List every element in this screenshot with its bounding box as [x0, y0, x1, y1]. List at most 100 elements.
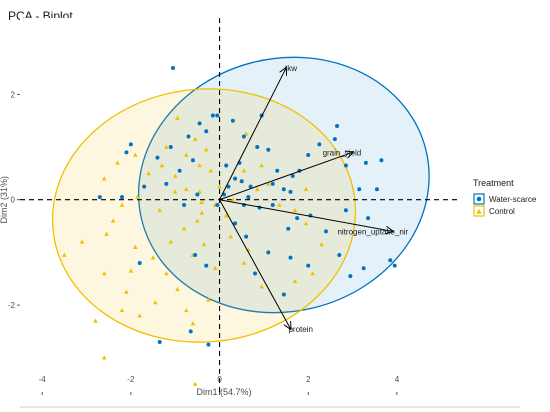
legend-marker-water-scarce [476, 196, 482, 202]
point-water-scarce [270, 203, 275, 207]
point-water-scarce [210, 113, 215, 118]
point-control [195, 218, 200, 223]
point-water-scarce [119, 195, 124, 200]
point-water-scarce [374, 187, 379, 192]
point-water-scarce [97, 195, 102, 200]
point-water-scarce [363, 160, 368, 165]
point-water-scarce [155, 155, 160, 160]
point-water-scarce [270, 181, 275, 186]
point-water-scarce [306, 152, 311, 157]
point-control [203, 147, 209, 152]
ellipse-water-scarce [137, 56, 430, 314]
legend-items: Water-scarce Control [473, 193, 537, 217]
point-control [157, 207, 162, 213]
data-points [62, 66, 397, 386]
point-control [259, 163, 264, 168]
arrow-protein [219, 199, 291, 329]
point-control [241, 168, 247, 173]
point-water-scarce [215, 113, 220, 118]
point-water-scarce [317, 142, 322, 147]
point-water-scarce [266, 250, 271, 255]
point-control [175, 115, 180, 120]
point-water-scarce [186, 134, 191, 139]
x-tick-label: -2 [127, 375, 135, 384]
point-water-scarce [137, 260, 142, 265]
point-water-scarce [188, 329, 193, 334]
point-water-scarce [306, 263, 311, 268]
point-control [201, 242, 207, 247]
point-water-scarce [388, 258, 393, 263]
point-control [223, 213, 229, 218]
point-water-scarce [275, 168, 280, 173]
point-control [243, 131, 249, 136]
x-tick-label: 2 [306, 375, 311, 384]
point-water-scarce [197, 121, 202, 126]
point-control [277, 202, 282, 207]
point-control [192, 381, 198, 386]
variable-label-tkw: tkw [285, 64, 297, 73]
point-control [62, 252, 67, 257]
point-water-scarce [323, 229, 328, 234]
point-control [199, 199, 205, 205]
point-water-scarce [142, 184, 147, 189]
point-control [303, 221, 309, 226]
point-water-scarce [281, 187, 286, 192]
point-water-scarce [170, 66, 175, 71]
point-water-scarce [361, 266, 366, 271]
plot-frame [20, 18, 459, 392]
point-control [228, 234, 233, 239]
point-water-scarce [348, 274, 353, 279]
point-control [168, 239, 174, 244]
point-water-scarce [190, 158, 195, 163]
point-water-scarce [244, 234, 249, 239]
point-control [197, 189, 202, 194]
point-control [254, 186, 260, 191]
point-control [230, 197, 236, 202]
point-water-scarce [193, 253, 198, 258]
point-control [133, 244, 138, 249]
origin-lines [20, 18, 459, 392]
point-water-scarce [343, 208, 348, 213]
point-control [115, 160, 120, 165]
legend-label: Control [489, 207, 515, 216]
point-control [152, 300, 158, 305]
point-control [197, 163, 202, 168]
arrow-grain-yield [219, 152, 353, 201]
point-control [164, 271, 169, 276]
point-water-scarce [239, 179, 244, 184]
point-water-scarce [204, 129, 209, 134]
point-control [310, 271, 315, 276]
y-tick-label: -2 [8, 301, 16, 310]
point-control [184, 152, 189, 157]
point-control [164, 144, 169, 149]
point-control [150, 255, 156, 260]
point-water-scarce [233, 176, 238, 181]
x-tick-label: -4 [39, 375, 47, 384]
point-control [110, 218, 116, 223]
point-water-scarce [343, 163, 348, 168]
point-control [292, 207, 298, 213]
point-water-scarce [357, 187, 362, 192]
point-water-scarce [332, 137, 337, 142]
legend-label: Water-scarce [489, 195, 537, 204]
point-water-scarce [288, 255, 293, 260]
point-control [146, 170, 151, 176]
y-tick-label: 2 [11, 90, 16, 99]
point-water-scarce [177, 168, 182, 173]
y-tick-label: 0 [11, 196, 16, 205]
point-water-scarce [337, 253, 342, 258]
point-water-scarce [379, 158, 384, 163]
point-control [184, 307, 189, 313]
point-control [128, 268, 134, 273]
y-axis-label: Dim2 (31%) [0, 176, 9, 224]
point-control [119, 202, 125, 207]
x-axis-label: Dim1 (54.7%) [196, 387, 251, 397]
point-water-scarce [124, 150, 129, 155]
point-control [212, 265, 218, 271]
point-control [181, 226, 187, 231]
point-control [133, 152, 138, 157]
point-water-scarce [335, 123, 340, 128]
